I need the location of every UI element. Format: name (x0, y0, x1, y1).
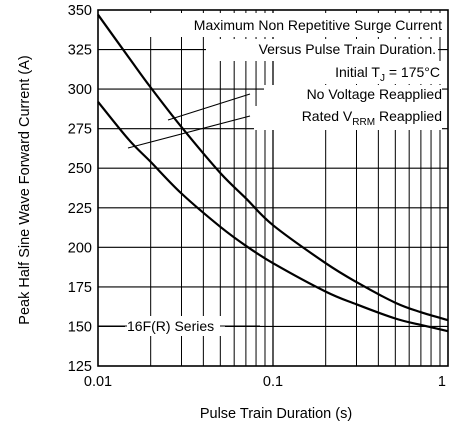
annotation-bg-1 (120, 13, 442, 37)
y-tick-label: 175 (68, 280, 92, 296)
y-tick-label: 225 (68, 201, 92, 217)
y-tick-label: 250 (68, 161, 92, 177)
y-tick-label: 125 (68, 359, 92, 375)
x-tick-label: 0.01 (84, 374, 112, 390)
leader-rated-vrrm (127, 115, 251, 149)
series-label: 16F(R) Series (127, 318, 214, 334)
y-tick-label: 325 (68, 43, 92, 59)
annotation-bg-5 (254, 106, 442, 130)
annotation-bg-2 (206, 39, 438, 61)
series-label-bg (125, 316, 225, 336)
plot-frame (97, 9, 449, 367)
series-line-rated-vrrm-reapplied (97, 101, 449, 333)
annotation-temperature: Initial TJ = 175°C (335, 64, 440, 84)
annotation-title: Maximum Non Repetitive Surge Current (194, 17, 442, 33)
y-tick-label: 200 (68, 240, 92, 256)
annotation-no-voltage: No Voltage Reapplied (307, 86, 442, 102)
series-lines (97, 14, 449, 333)
y-axis-label: Peak Half Sine Wave Forward Current (A) (17, 55, 33, 324)
y-tick-label: 350 (68, 3, 92, 19)
y-tick-label: 300 (68, 82, 92, 98)
x-tick-label: 1 (438, 374, 446, 390)
x-tick-label: 0.1 (263, 374, 283, 390)
annotation-rated-vrrm: Rated VRRM Reapplied (302, 108, 442, 128)
annotation-subtitle: Versus Pulse Train Duration. (259, 41, 436, 57)
y-tick-label: 275 (68, 122, 92, 138)
leader-no-voltage (167, 93, 251, 121)
x-axis-label: Pulse Train Duration (s) (200, 406, 352, 422)
y-tick-label: 150 (68, 319, 92, 335)
series-line-no-voltage-reapplied (97, 14, 449, 322)
annotation-bg-4 (264, 85, 442, 106)
annotation-bg-3 (302, 61, 442, 84)
tick-labels: 125 150 175 200 225 250 275 300 325 350 0.01 0.1 1 (68, 3, 446, 390)
